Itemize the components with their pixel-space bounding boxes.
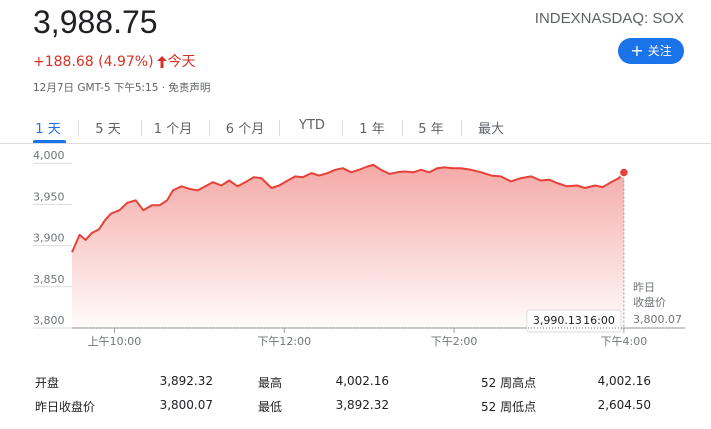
change-period: 今天 [167,54,196,70]
price: 3,988.75 [33,4,158,40]
stat-value: 4,002.16 [597,374,651,388]
stat-label: 昨日收盘价 [35,400,96,414]
ticker: INDEXNASDAQ: SOX [534,10,684,27]
previous-close-title: 收盘价 [633,295,666,309]
line [71,163,625,253]
tab[interactable]: 最大 [477,122,505,137]
previous-close-title: 昨日 [633,281,655,294]
x-tick-label: 上午10:00 [88,335,142,348]
stat-label: 52 周高点 [481,376,537,390]
up-arrow [156,56,167,68]
tab-divider [461,120,462,136]
tab-divider [278,120,280,136]
tab[interactable]: 1 个月 [153,122,193,137]
y-tick-label: 3,950 [33,190,65,203]
x-tick-label: 下午2:00 [431,335,478,348]
stat-label: 开盘 [35,376,60,390]
tab-divider [209,120,210,136]
y-tick-label: 4,000 [33,149,65,162]
tab[interactable]: 6 个月 [225,122,265,137]
follow-button[interactable]: + 关注 [618,38,684,64]
stat-label: 最高 [258,376,283,390]
stat-value: 3,892.32 [159,374,213,388]
tab-divider [78,120,79,136]
stat-value: 3,800.07 [159,398,213,412]
y-tick-label: 3,800 [33,314,65,327]
x-tick-label: 下午4:00 [601,335,648,348]
tab[interactable]: YTD [299,118,325,133]
last-point [618,167,630,178]
tab-indicator [33,140,66,143]
separator [0,143,711,144]
tab[interactable]: 5 天 [95,122,121,137]
follow-label: 关注 [647,44,672,58]
tooltip-box [526,309,622,333]
meta: 12月7日 GMT-5 下午5:15 · 免责声明 [33,82,211,94]
tooltip-time: 16:00 [583,314,615,327]
tab-divider [342,120,343,136]
stat-label: 最低 [258,400,283,414]
stat-value: 3,892.32 [335,398,389,412]
tab[interactable]: 1 天 [35,122,61,137]
stat-value: 2,604.50 [597,398,651,412]
tab-divider [401,120,403,136]
tab-divider [140,120,142,136]
tab[interactable]: 1 年 [359,122,385,137]
y-tick-label: 3,850 [33,273,65,286]
y-tick-label: 3,900 [33,232,65,245]
tooltip-value: 3,990.13 [533,314,582,327]
previous-close-label: 3,800.07 [633,313,682,326]
x-tick-label: 下午12:00 [257,335,311,348]
area [72,164,624,328]
tab[interactable]: 5 年 [418,122,444,137]
stat-label: 52 周低点 [481,400,537,414]
change: +188.68 (4.97%) 今天 [33,51,196,71]
change-value: +188.68 (4.97%) [33,54,154,70]
stat-value: 4,002.16 [335,374,389,388]
